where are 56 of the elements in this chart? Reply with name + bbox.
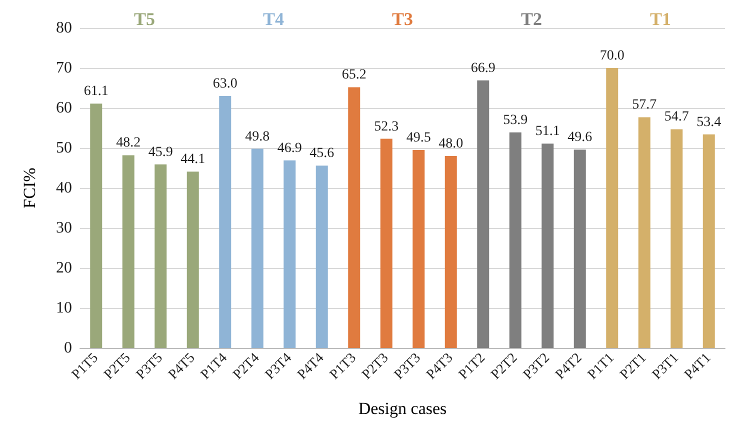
bar xyxy=(670,129,683,348)
bar xyxy=(186,172,199,348)
data-label: 53.9 xyxy=(503,112,528,128)
data-label: 53.4 xyxy=(696,114,722,130)
data-label: 54.7 xyxy=(664,110,689,125)
y-tick-label: 10 xyxy=(56,300,72,316)
data-label: 45.9 xyxy=(148,144,173,160)
bar xyxy=(638,117,650,348)
annotation: T1 xyxy=(650,9,672,29)
data-label: 66.9 xyxy=(470,60,496,76)
x-axis-title: Design cases xyxy=(358,399,447,418)
y-tick-label: 20 xyxy=(56,260,72,276)
data-label: 49.6 xyxy=(568,130,592,146)
bar xyxy=(477,80,490,348)
y-tick-label: 40 xyxy=(56,180,72,196)
data-label: 49.8 xyxy=(245,129,270,144)
data-label: 61.1 xyxy=(84,84,108,100)
data-label: 49.5 xyxy=(406,130,431,146)
bar xyxy=(219,96,232,348)
bar xyxy=(90,104,102,348)
y-tick-label: 30 xyxy=(56,220,72,236)
bar xyxy=(316,166,328,348)
data-label: 65.2 xyxy=(342,68,366,83)
y-tick-label: 50 xyxy=(56,140,72,156)
data-label: 48.0 xyxy=(438,136,464,152)
data-label: 46.9 xyxy=(277,140,302,156)
bar xyxy=(154,164,167,348)
bar xyxy=(251,148,264,348)
y-tick-label: 80 xyxy=(56,20,72,36)
y-tick-label: 60 xyxy=(56,100,72,116)
data-label: 70.0 xyxy=(600,48,624,64)
bar xyxy=(348,87,360,348)
bar xyxy=(542,144,554,348)
annotation: T2 xyxy=(520,9,542,29)
bar xyxy=(380,138,392,348)
data-label: 44.1 xyxy=(180,152,206,168)
bar xyxy=(606,68,618,348)
data-label: 51.1 xyxy=(535,124,560,140)
data-label: 48.2 xyxy=(116,136,141,151)
data-label: 52.3 xyxy=(374,119,399,134)
data-label: 63.0 xyxy=(212,76,238,92)
data-label: 57.7 xyxy=(632,98,657,113)
y-axis-title: FCI% xyxy=(20,168,39,208)
bar xyxy=(412,150,425,348)
y-tick-label: 70 xyxy=(56,60,72,76)
annotation: T3 xyxy=(392,9,414,29)
y-tick-label: 0 xyxy=(64,340,72,356)
bar xyxy=(574,150,586,348)
annotation: T4 xyxy=(262,9,284,29)
annotation: T5 xyxy=(134,9,156,29)
bar xyxy=(284,160,296,348)
bar xyxy=(122,155,134,348)
bar xyxy=(444,156,457,348)
data-label: 45.6 xyxy=(310,146,334,162)
bar xyxy=(509,132,522,348)
bar xyxy=(702,134,715,348)
